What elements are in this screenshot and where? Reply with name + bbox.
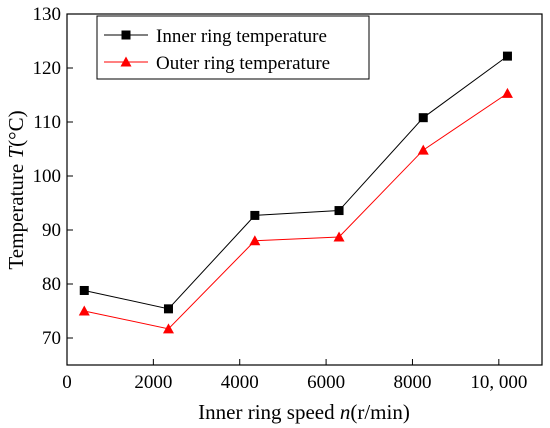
data-point-triangle: [417, 144, 429, 155]
x-tick-label: 2000: [134, 372, 172, 393]
legend-marker-square: [121, 30, 131, 40]
y-tick-label: 120: [33, 58, 62, 79]
legend-box: [96, 15, 370, 80]
plot-frame: [66, 13, 543, 366]
data-point-square: [334, 206, 344, 216]
y-tick-label: 80: [42, 274, 61, 295]
data-point-square: [79, 285, 89, 295]
x-tick-label: 10, 000: [470, 372, 527, 393]
x-tick-label: 8000: [393, 372, 431, 393]
data-point-square: [250, 210, 260, 220]
series-line-2: [84, 92, 508, 330]
y-tick-label: 100: [33, 166, 62, 187]
series-layer: [78, 51, 513, 334]
y-axis-title: Temperature T(°C): [4, 110, 28, 269]
x-tick-label: 4000: [221, 372, 259, 393]
series-line-1: [84, 55, 508, 310]
data-point-triangle: [333, 231, 345, 242]
data-point-triangle: [501, 87, 513, 98]
x-tick-label: 6000: [307, 372, 345, 393]
y-axis-ticks: 70 80 90 100 110 120 130: [33, 4, 73, 349]
x-axis-ticks: 0 2000 4000 6000 8000 10, 000: [62, 359, 527, 393]
y-tick-label: 110: [33, 112, 61, 133]
data-point-triangle: [162, 323, 174, 334]
legend-marker-triangle: [120, 56, 132, 67]
x-tick-label: 0: [62, 372, 72, 393]
y-tick-label: 90: [42, 220, 61, 241]
data-point-square: [418, 113, 428, 123]
data-point-triangle: [249, 235, 261, 246]
x-axis-title: Inner ring speed n(r/min): [198, 400, 410, 424]
data-point-square: [502, 51, 512, 61]
y-tick-label: 130: [33, 4, 62, 25]
data-point-triangle: [78, 305, 90, 316]
y-tick-label: 70: [42, 328, 61, 349]
legend-label-inner: Inner ring temperature: [156, 26, 327, 47]
legend: Inner ring temperature Outer ring temper…: [96, 15, 370, 80]
legend-label-outer: Outer ring temperature: [156, 53, 330, 74]
data-point-square: [163, 304, 173, 314]
